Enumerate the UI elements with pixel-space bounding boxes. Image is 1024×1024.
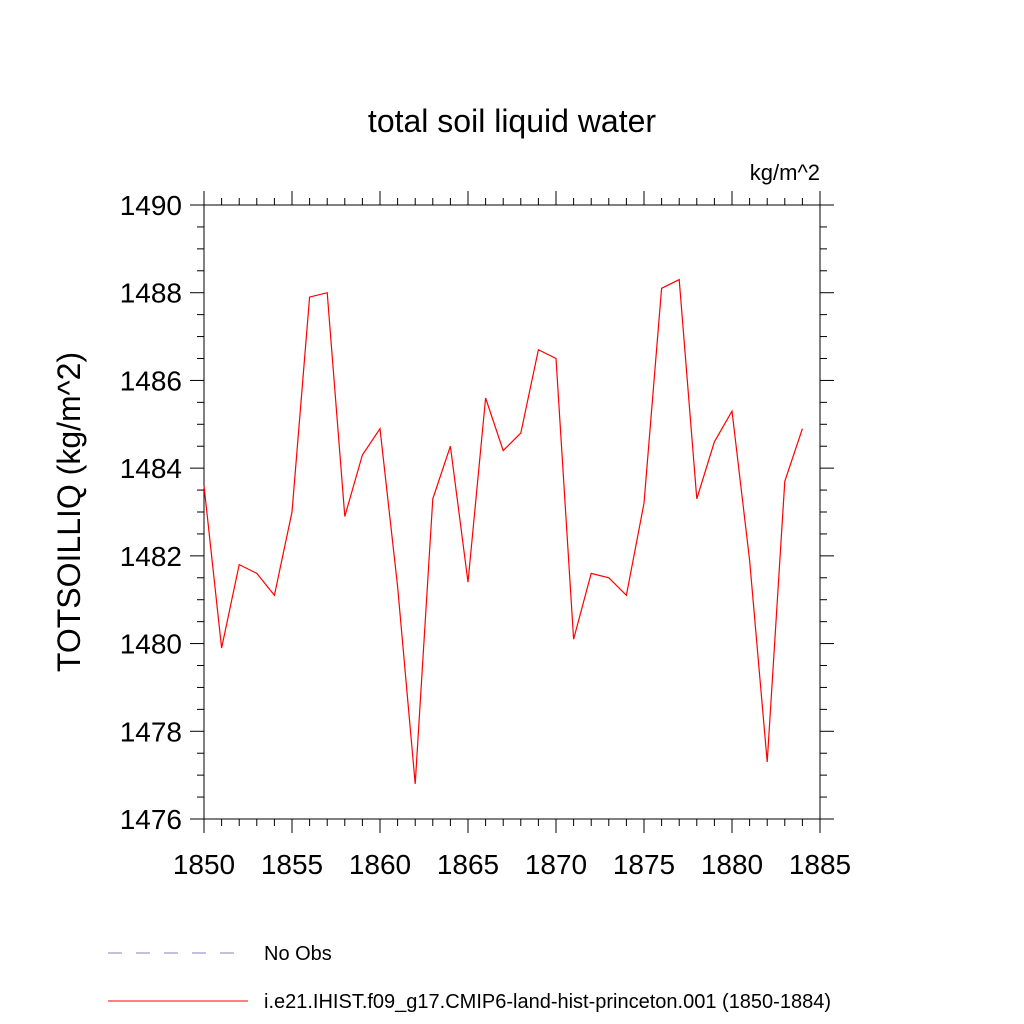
x-tick-label: 1855	[261, 849, 323, 880]
axis-ticks	[190, 191, 834, 833]
legend-label-model: i.e21.IHIST.f09_g17.CMIP6-land-hist-prin…	[264, 991, 831, 1013]
y-tick-label: 1482	[120, 541, 182, 572]
x-tick-label: 1850	[173, 849, 235, 880]
y-axis-label: TOTSOILLIQ (kg/m^2)	[51, 352, 87, 672]
axis-tick-labels: 1850 1855 1860 1865 1870 1875 1880 1885 1476 1478…	[120, 190, 851, 880]
plot-frame	[203, 204, 821, 820]
x-tick-label: 1885	[789, 849, 851, 880]
y-tick-label: 1486	[120, 365, 182, 396]
x-tick-label: 1880	[701, 849, 763, 880]
y-tick-label: 1476	[120, 804, 182, 835]
chart-title: total soil liquid water	[368, 103, 656, 139]
units-label: kg/m^2	[750, 160, 820, 185]
series-line	[203, 278, 803, 784]
x-tick-label: 1860	[349, 849, 411, 880]
y-tick-label: 1478	[120, 716, 182, 747]
y-tick-label: 1484	[120, 453, 182, 484]
legend: No Obs i.e21.IHIST.f09_g17.CMIP6-land-hi…	[108, 943, 831, 1013]
y-tick-label: 1488	[120, 278, 182, 309]
x-tick-label: 1865	[437, 849, 499, 880]
y-tick-label: 1490	[120, 190, 182, 221]
legend-label-no-obs: No Obs	[264, 943, 332, 965]
y-tick-label: 1480	[120, 629, 182, 660]
series-group	[203, 278, 803, 784]
x-tick-label: 1870	[525, 849, 587, 880]
x-tick-label: 1875	[613, 849, 675, 880]
